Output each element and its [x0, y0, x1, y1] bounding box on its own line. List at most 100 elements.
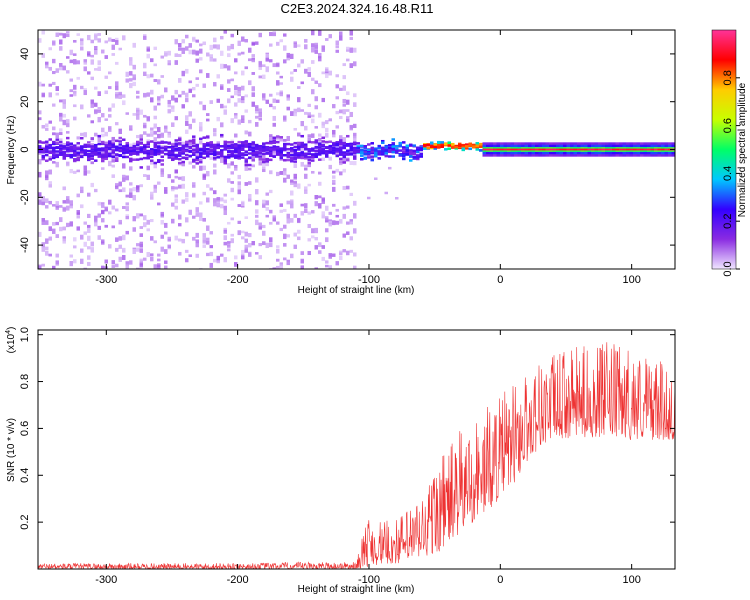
spectrogram-cell [286, 261, 290, 266]
spectrogram-cell [304, 148, 308, 151]
spectrogram-cell [332, 150, 336, 154]
spectrogram-cell [174, 205, 178, 210]
spectrogram-cell [258, 161, 262, 166]
spectrogram-cell [374, 147, 378, 150]
spectrogram-cell [52, 222, 56, 226]
spectrogram-cell [167, 236, 171, 241]
spectrogram-cell [164, 222, 168, 228]
spectrogram-cell [216, 44, 220, 50]
spectrogram-cell [150, 97, 154, 103]
spectrogram-cell [185, 92, 189, 98]
spectrogram-cell [521, 148, 525, 151]
x-tick-label: -100 [358, 274, 380, 286]
spectrogram-cell [416, 157, 420, 161]
spectrogram-cell [125, 142, 129, 145]
spectrogram-cell [321, 143, 325, 147]
spectrogram-cell [279, 171, 283, 175]
spectrogram-cell [286, 200, 290, 205]
spectrogram-cell [104, 131, 108, 137]
spectrogram-cell [241, 141, 245, 144]
spectrogram-cell [227, 98, 231, 104]
spectrogram-cell [195, 156, 199, 160]
spectrogram-cell [433, 145, 437, 149]
spectrogram-cell [181, 104, 185, 109]
spectrogram-cell [122, 94, 126, 98]
spectrogram-cell [430, 141, 434, 144]
spectrogram-cell [433, 147, 437, 150]
spectrogram-cell [248, 163, 252, 167]
spectrogram-cell [139, 157, 143, 161]
spectrogram-cell [293, 160, 297, 163]
spectrogram-cell [52, 265, 56, 269]
spectrogram-cell [115, 85, 119, 91]
spectrogram-cell [73, 90, 77, 95]
spectrogram-cell [181, 147, 185, 150]
spectrogram-cell [209, 100, 213, 104]
spectrogram-cell [255, 151, 259, 154]
spectrogram-cell [146, 116, 150, 122]
spectrogram-cell [188, 154, 192, 158]
spectrogram-cell [111, 265, 115, 268]
spectrogram-cell [157, 149, 161, 153]
spectrogram-cell [62, 238, 66, 244]
spectrogram-cell [335, 74, 339, 78]
spectrogram-cell [283, 208, 287, 212]
spectrogram-cell [297, 132, 301, 137]
spectrogram-cell [314, 267, 318, 269]
spectrogram-cell [220, 153, 224, 156]
spectrogram-cell [307, 223, 311, 229]
spectrogram-cell [346, 250, 350, 256]
spectrogram-cell [241, 99, 245, 104]
spectrogram-cell [80, 204, 84, 209]
spectrogram-cell [269, 43, 273, 47]
spectrogram-cell [300, 59, 304, 64]
spectrogram-cell [409, 159, 413, 162]
spectrogram-cell [528, 148, 532, 151]
spectrogram-cell [80, 234, 84, 240]
spectrogram-cell [339, 31, 343, 36]
spectrogram-cell [199, 122, 203, 127]
spectrogram-cell [125, 194, 129, 198]
spectrogram-cell [69, 200, 73, 206]
spectrogram-cell [174, 198, 178, 204]
spectrogram-cell [178, 251, 182, 256]
spectrogram-cell [139, 260, 143, 265]
spectrogram-cell [314, 227, 318, 234]
spectrogram-cell [353, 132, 357, 139]
spectrogram-cell [185, 192, 189, 198]
spectrogram-cell [300, 211, 304, 216]
spectrogram-cell [265, 151, 269, 155]
spectrogram-x-label: Height of straight line (km) [298, 285, 415, 296]
spectrogram-cell [136, 188, 140, 193]
spectrogram-cell [76, 193, 80, 198]
spectrogram-cell [38, 158, 42, 165]
spectrogram-cell [297, 146, 301, 149]
spectrogram-cell [111, 155, 115, 159]
spectrogram-cell [244, 150, 248, 154]
spectrogram-cell [157, 145, 161, 148]
spectrogram-cell [279, 138, 283, 142]
spectrogram-cell [62, 226, 66, 231]
spectrogram-cell [304, 190, 308, 194]
spectrogram-cell [265, 145, 269, 149]
spectrogram-cell [325, 264, 329, 268]
spectrogram-cell [90, 143, 94, 146]
spectrogram-cell [342, 168, 346, 173]
spectrogram-cell [87, 157, 91, 160]
spectrogram-cell [311, 147, 315, 150]
spectrogram-cell [104, 207, 108, 212]
spectrogram-cell [118, 154, 122, 158]
spectrogram-cell [342, 63, 346, 67]
spectrogram-cell [171, 105, 175, 109]
spectrogram-cell [342, 103, 346, 107]
spectrogram-cell [136, 90, 140, 94]
spectrogram-cell [146, 228, 150, 232]
spectrogram-cell [164, 125, 168, 129]
spectrogram-cell [668, 148, 672, 151]
spectrogram-cell [276, 135, 280, 138]
spectrogram-cell [143, 215, 147, 221]
spectrogram-cell [276, 140, 280, 144]
spectrogram-cell [90, 145, 94, 148]
spectrogram-cell [136, 143, 140, 147]
spectrogram-cell [150, 150, 154, 153]
